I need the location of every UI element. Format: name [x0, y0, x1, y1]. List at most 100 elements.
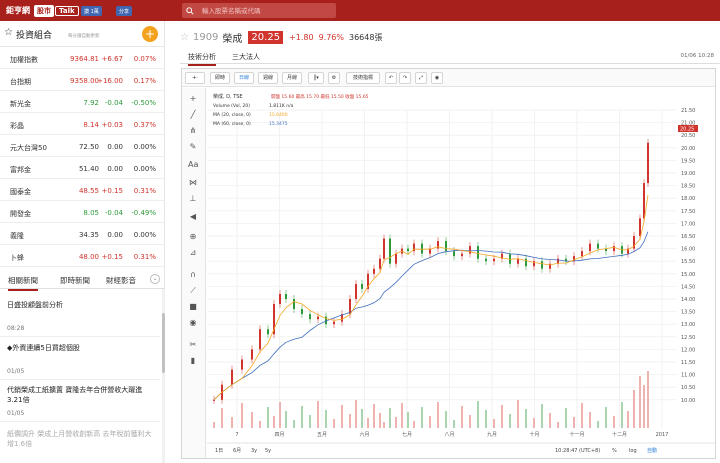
candle	[437, 241, 439, 249]
stock-row-change: +0.15	[101, 187, 123, 195]
magnet-icon[interactable]: ∩	[190, 270, 196, 279]
volume-bar	[509, 414, 511, 428]
candle	[373, 268, 375, 274]
scissors-icon[interactable]: ✂	[189, 340, 197, 349]
y-tick-label: 12.50	[681, 335, 695, 341]
favorite-star-icon[interactable]: ☆	[180, 31, 189, 43]
percent-toggle[interactable]: %	[612, 448, 617, 454]
range-1d[interactable]: 1日	[215, 448, 223, 454]
stock-row-name: 卜蜂	[10, 254, 24, 262]
range-3y[interactable]: 3y	[251, 448, 257, 454]
add-stock-button[interactable]: +	[142, 26, 158, 42]
trend-line-icon[interactable]: ╱	[190, 110, 196, 119]
arrow-left-icon[interactable]: ◀	[189, 212, 197, 221]
y-tick-label: 18.50	[681, 184, 695, 190]
trash-icon[interactable]: ▮	[190, 356, 196, 365]
portfolio-row[interactable]: 台指期 9358.00 +16.00 0.17%	[0, 69, 165, 91]
x-tick-label: 十月	[529, 431, 539, 438]
portfolio-row[interactable]: 彩晶 8.14 +0.03 0.37%	[0, 113, 165, 135]
crosshair-tool[interactable]: +·	[185, 72, 205, 84]
legend-volume-value: 1.811K n/a	[269, 103, 294, 109]
settings-icon[interactable]: ⚙	[328, 72, 340, 84]
news-item-title[interactable]: ◆外資連續5日買超個股	[7, 344, 80, 352]
range-5y[interactable]: 5y	[265, 448, 271, 454]
portfolio-row[interactable]: 卜蜂 48.00 +0.15 0.31%	[0, 245, 165, 267]
search-input[interactable]	[202, 6, 322, 15]
volume-bar	[367, 418, 369, 428]
news-item-title[interactable]: 日盛投顧盤前分析	[7, 301, 63, 309]
y-tick-label: 17.50	[681, 209, 695, 215]
tab-finance-video[interactable]: 財經影音	[106, 276, 136, 285]
undo-icon[interactable]: ↶	[385, 72, 397, 84]
pitchfork-icon[interactable]: ⋔	[189, 126, 197, 135]
tab-institutional[interactable]: 三大法人	[232, 53, 260, 61]
scroll-thumb[interactable]	[162, 313, 165, 373]
text-icon[interactable]: Aa	[188, 160, 199, 169]
stock-row-pct: 0.17%	[133, 77, 156, 85]
tab-related-news[interactable]: 相關新聞	[8, 275, 38, 291]
y-tick-label: 14.00	[681, 297, 695, 303]
interval-realtime[interactable]: 即時	[210, 72, 230, 84]
stock-row-change: 0.00	[107, 231, 123, 239]
portfolio-row[interactable]: 富邦金 51.40 0.00 0.00%	[0, 157, 165, 179]
portfolio-row[interactable]: 義隆 34.35 0.00 0.00%	[0, 223, 165, 245]
eye-icon[interactable]: ◉	[189, 318, 197, 327]
cursor-icon[interactable]: +	[189, 94, 197, 103]
news-item-title[interactable]: 紙價調升 榮成上月營收創新高 去年稅前獲利大增1.6倍	[7, 430, 152, 448]
divider	[0, 421, 160, 422]
interval-weekly[interactable]: 週線	[258, 72, 278, 84]
news-item-title[interactable]: 代銷榮成工紙擴置 寶隆去年合併營收大躍進3.21倍	[7, 386, 143, 404]
site-logo[interactable]: 鉅亨網 股市 Talk	[6, 4, 79, 17]
candle	[581, 251, 583, 257]
camera-icon[interactable]: ◉	[431, 72, 443, 84]
interval-monthly[interactable]: 月線	[282, 72, 302, 84]
measure-icon[interactable]: ⊿	[189, 248, 197, 257]
portfolio-row[interactable]: 開發金 8.05 -0.04 -0.49%	[0, 201, 165, 223]
interval-daily[interactable]: 日線	[234, 72, 254, 84]
ruler-icon[interactable]: ⟋	[190, 286, 196, 295]
indicators-button[interactable]: 技術指標	[346, 72, 380, 84]
candle-style-icon[interactable]: ║▾	[308, 72, 324, 84]
portfolio-row[interactable]: 國泰金 48.55 +0.15 0.31%	[0, 179, 165, 201]
lock-icon[interactable]: ■	[189, 302, 197, 311]
stock-row-pct: 0.00%	[133, 143, 156, 151]
news-scrollbar[interactable]	[162, 289, 165, 463]
portfolio-row[interactable]: 加權指數 9364.81 +6.67 0.07%	[0, 47, 165, 69]
y-tick-label: 21.00	[681, 121, 695, 127]
projection-icon[interactable]: ⊥	[189, 194, 197, 203]
price-chart[interactable]: 21.50 21.00 20.50 20.00 19.50 19.00 18.50 18.00…	[207, 88, 715, 458]
volume-bar	[421, 407, 423, 428]
stock-change-pct: 9.76%	[318, 32, 344, 42]
candle	[279, 293, 281, 305]
portfolio-row[interactable]: 元大台灣50 72.50 0.00 0.00%	[0, 135, 165, 157]
candle	[517, 258, 519, 264]
facebook-like-button[interactable]: 讚 1萬	[81, 6, 102, 16]
candle	[251, 349, 253, 360]
fullscreen-icon[interactable]: ⤢	[415, 72, 427, 84]
tab-realtime-news[interactable]: 即時新聞	[60, 276, 90, 285]
y-tick-label: 15.50	[681, 259, 695, 265]
redo-icon[interactable]: ↷	[399, 72, 411, 84]
log-toggle[interactable]: log	[629, 448, 637, 454]
like-label: 讚 1萬	[84, 8, 99, 15]
candle	[469, 246, 471, 254]
search-icon[interactable]	[186, 6, 194, 15]
facebook-share-button[interactable]: 分享	[116, 6, 133, 16]
stock-row-price: 9364.81	[70, 55, 99, 63]
x-tick-label: 2017	[656, 432, 669, 438]
last-price-tag	[678, 125, 698, 132]
news-item-time: 08:28	[7, 325, 25, 332]
candle	[633, 236, 635, 249]
search-box[interactable]	[182, 3, 336, 18]
auto-toggle[interactable]: 自動	[647, 447, 657, 454]
portfolio-row[interactable]: 新光金 7.92 -0.04 -0.50%	[0, 91, 165, 113]
stock-row-price: 72.50	[78, 143, 99, 151]
zoom-icon[interactable]: ⊕	[189, 232, 197, 241]
brush-icon[interactable]: ✎	[189, 142, 197, 151]
pattern-icon[interactable]: ⋈	[189, 178, 197, 187]
tab-technical-analysis[interactable]: 技術分析	[188, 52, 216, 66]
range-6m[interactable]: 6月	[233, 448, 241, 454]
candle	[509, 253, 511, 264]
portfolio-header: ☆ 投資組合 每分鐘自動更新 +	[0, 21, 165, 47]
chevron-down-icon[interactable]: ⌄	[150, 274, 160, 284]
